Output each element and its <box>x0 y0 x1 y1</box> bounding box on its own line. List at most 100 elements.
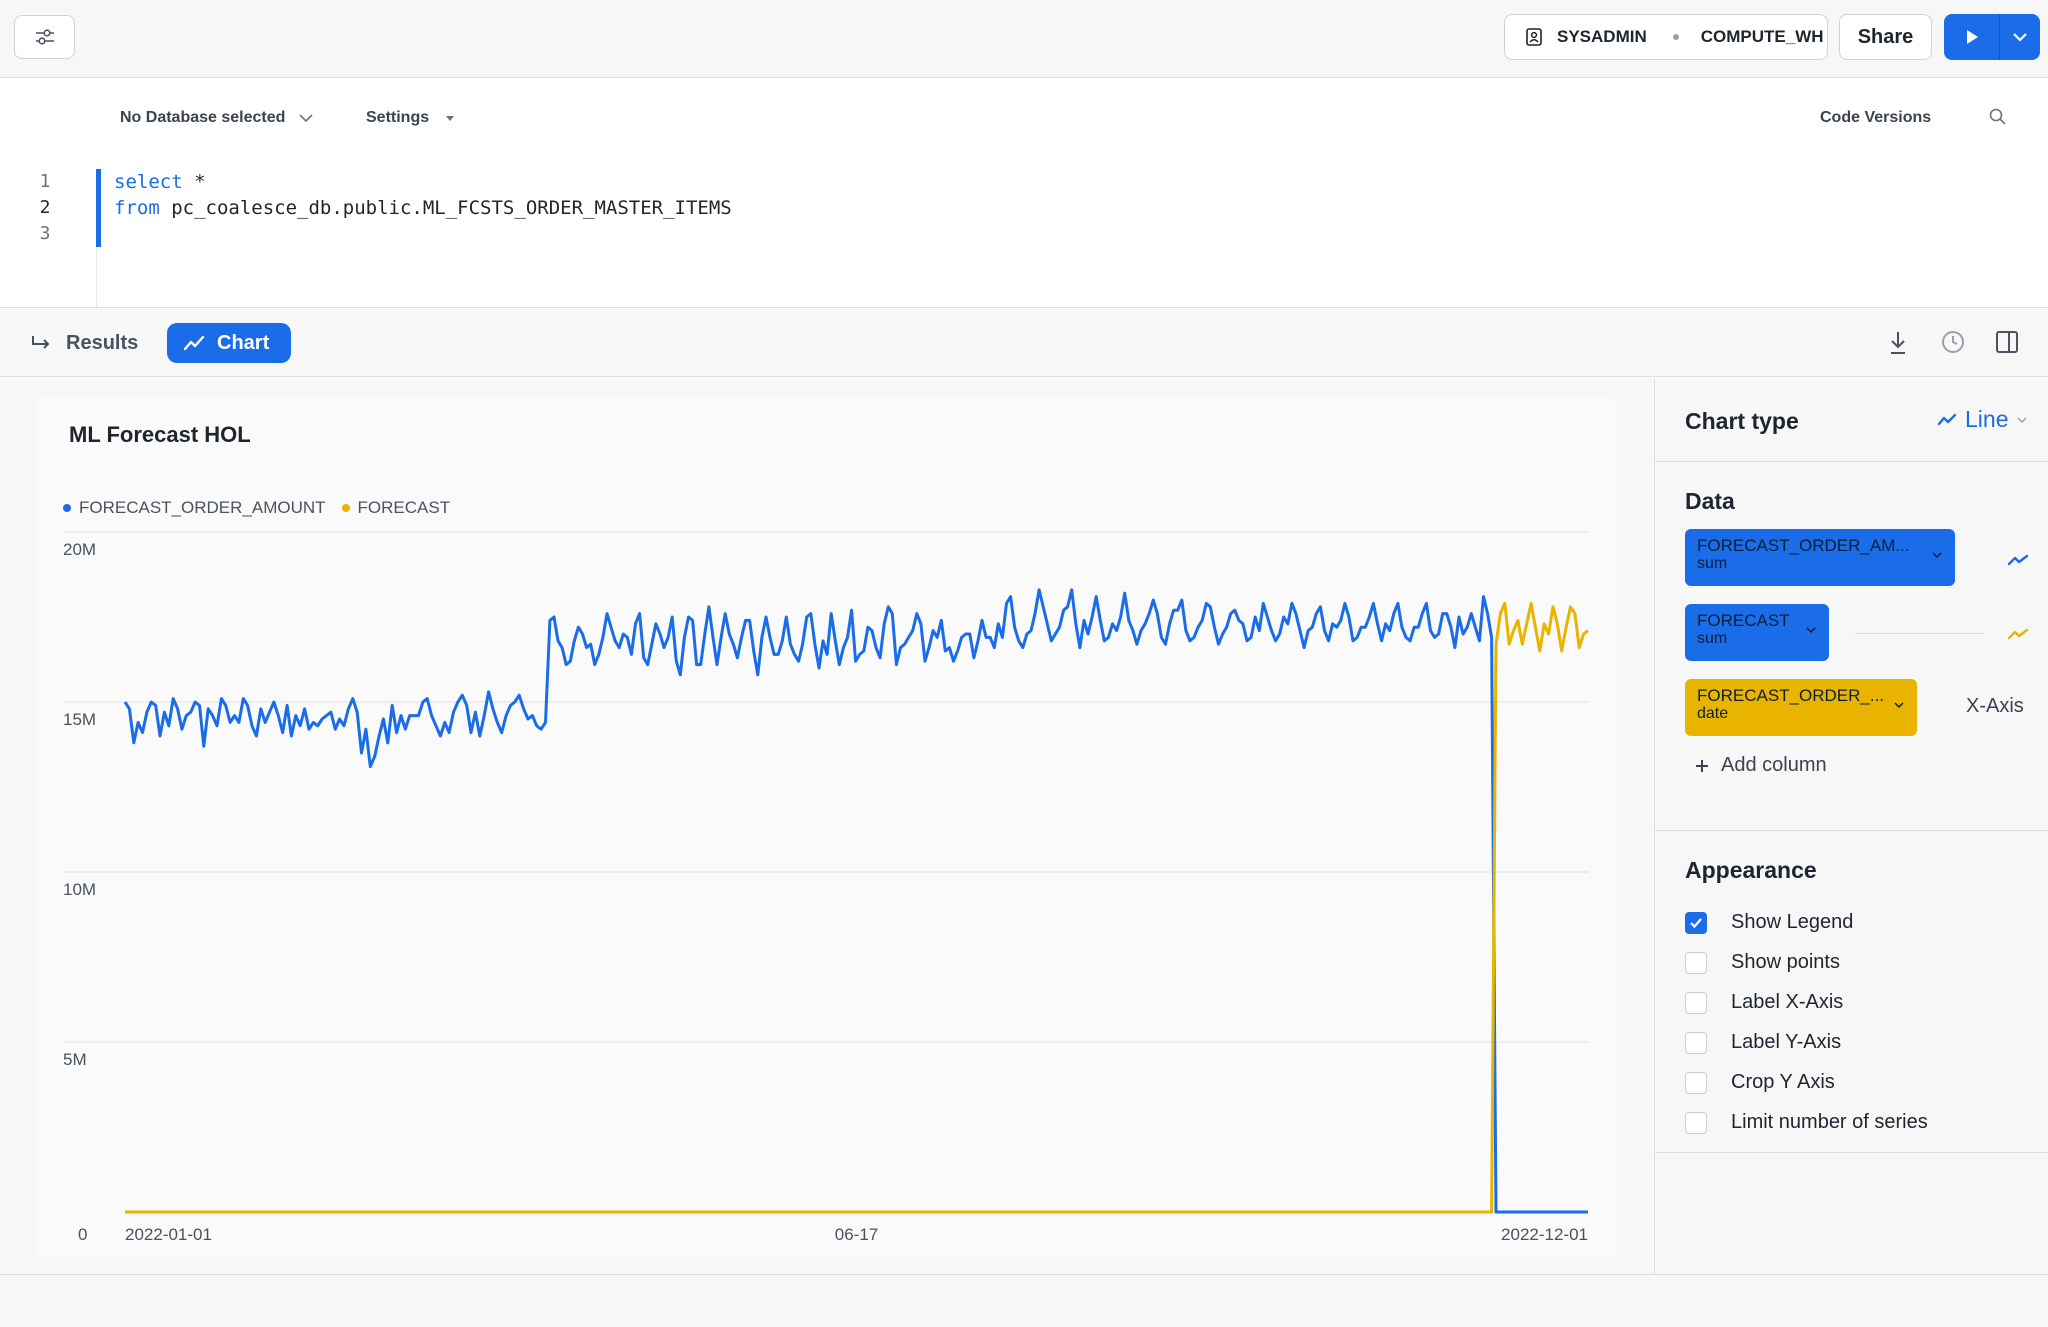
option-show-legend[interactable]: Show Legend <box>1685 911 1853 934</box>
active-block-marker <box>96 169 101 247</box>
option-label: Label X-Axis <box>1731 991 1844 1013</box>
legend-swatch <box>63 504 71 512</box>
checkbox[interactable] <box>1685 1031 1707 1054</box>
add-column-label: Add column <box>1721 754 1827 776</box>
tab-results[interactable]: Results <box>30 323 138 363</box>
code-versions-button[interactable]: Code Versions <box>1820 109 1932 126</box>
column-aggregation: sum <box>1697 630 1728 647</box>
share-button[interactable]: Share <box>1839 14 1932 60</box>
column-pill-forecast[interactable]: FORECAST sum <box>1685 604 1829 661</box>
option-label: Limit number of series <box>1731 1111 1928 1133</box>
y-tick-label: 20M <box>63 540 96 559</box>
run-options-button[interactable] <box>2000 14 2040 60</box>
chevron-down-icon <box>2013 33 2027 42</box>
column-aggregation: date <box>1697 705 1729 722</box>
search-icon[interactable] <box>1988 107 2008 127</box>
option-crop-y-axis[interactable]: Crop Y Axis <box>1685 1071 1835 1094</box>
x-tick-label: 06-17 <box>835 1225 878 1244</box>
results-tabs-bar: Results Chart <box>0 309 2048 377</box>
option-label: Show points <box>1731 951 1840 973</box>
sql-editor[interactable]: 1 2 3 select * from pc_coalesce_db.publi… <box>0 161 2048 308</box>
chart-settings-panel: Chart type Line Data FORECAST_ORDER_AM..… <box>1654 378 2048 1274</box>
run-button[interactable] <box>1944 14 2000 60</box>
y-tick-label: 15M <box>63 710 96 729</box>
line-chart-icon <box>183 335 205 351</box>
line-chart-icon <box>1937 413 1957 425</box>
chart-title: ML Forecast HOL <box>69 422 251 447</box>
top-toolbar: SYSADMIN COMPUTE_WH Share <box>0 0 2048 78</box>
chevron-down-icon <box>1932 552 1942 559</box>
checkbox[interactable] <box>1685 991 1707 1014</box>
legend-item-forecast-order-amount[interactable]: FORECAST_ORDER_AMOUNT <box>63 498 326 518</box>
split-panel-icon[interactable] <box>1994 329 2020 355</box>
database-selector[interactable]: No Database selected <box>120 109 313 127</box>
database-selector-label: No Database selected <box>120 109 286 126</box>
option-label-x-axis[interactable]: Label X-Axis <box>1685 991 1843 1014</box>
run-button-group <box>1944 14 2040 60</box>
gutter-divider <box>96 247 97 307</box>
chevron-down-icon <box>2017 416 2028 423</box>
checkbox[interactable] <box>1685 911 1707 934</box>
column-pill-forecast-order-amount[interactable]: FORECAST_ORDER_AM... sum <box>1685 529 1955 586</box>
code-line: from pc_coalesce_db.public.ML_FCSTS_ORDE… <box>114 197 732 219</box>
tab-chart-label: Chart <box>217 331 270 354</box>
chevron-down-icon <box>1806 627 1816 634</box>
sql-keyword: from <box>114 197 160 219</box>
add-column-button[interactable]: Add column <box>1695 754 1827 777</box>
legend-label: FORECAST_ORDER_AMOUNT <box>79 498 326 517</box>
code-line: select * <box>114 171 206 193</box>
checkbox[interactable] <box>1685 951 1707 974</box>
checkmark-icon <box>1690 917 1702 928</box>
data-heading: Data <box>1685 488 1735 514</box>
column-name: FORECAST <box>1697 611 1790 630</box>
chart-type-dropdown[interactable]: Line <box>1937 406 2028 433</box>
line-number: 3 <box>39 223 51 244</box>
sql-keyword: select <box>114 171 183 193</box>
data-section: Data FORECAST_ORDER_AM... sum FORECAST s… <box>1655 462 2048 831</box>
tab-chart[interactable]: Chart <box>167 323 291 363</box>
option-show-points[interactable]: Show points <box>1685 951 1840 974</box>
option-label-y-axis[interactable]: Label Y-Axis <box>1685 1031 1841 1054</box>
checkbox[interactable] <box>1685 1111 1707 1134</box>
role-warehouse-selector[interactable]: SYSADMIN COMPUTE_WH <box>1504 14 1828 60</box>
chart-type-value: Line <box>1965 406 2009 432</box>
checkbox[interactable] <box>1685 1071 1707 1094</box>
series-line-icon[interactable] <box>2007 628 2029 642</box>
option-label: Crop Y Axis <box>1731 1071 1835 1093</box>
play-icon <box>1966 30 1978 44</box>
status-bar <box>0 1274 2048 1327</box>
legend-item-forecast[interactable]: FORECAST <box>341 498 450 518</box>
x-tick-label: 2022-01-01 <box>125 1225 212 1244</box>
settings-label: Settings <box>366 109 430 126</box>
series-line-forecast <box>125 601 1589 1214</box>
settings-dropdown[interactable]: Settings <box>366 109 455 127</box>
line-number: 1 <box>39 171 51 192</box>
column-name: FORECAST_ORDER_... <box>1697 686 1885 705</box>
tab-results-label: Results <box>66 331 139 354</box>
download-icon[interactable] <box>1886 329 1910 357</box>
series-line-icon[interactable] <box>2007 554 2029 568</box>
arrow-turn-icon <box>32 336 50 349</box>
sliders-icon <box>35 29 54 45</box>
y-tick-label: 0 <box>78 1225 87 1244</box>
history-icon[interactable] <box>1940 329 1966 355</box>
appearance-section: Appearance Show Legend Show points Label… <box>1655 831 2048 1153</box>
chart-panel: ML Forecast HOL FORECAST_ORDER_AMOUNT FO… <box>35 398 1615 1256</box>
chevron-down-icon <box>1894 702 1904 709</box>
caret-down-icon <box>446 115 455 121</box>
column-aggregation: sum <box>1697 555 1728 572</box>
series-line-forecast-order-amount <box>123 588 1588 1214</box>
editor-toolbar: No Database selected Settings Code Versi… <box>0 79 2048 161</box>
filter-button[interactable] <box>14 15 75 59</box>
results-content: ML Forecast HOL FORECAST_ORDER_AMOUNT FO… <box>0 378 2048 1274</box>
chart-legend: FORECAST_ORDER_AMOUNT FORECAST <box>63 498 450 518</box>
column-pill-forecast-order-date[interactable]: FORECAST_ORDER_... date <box>1685 679 1917 736</box>
chart-type-heading: Chart type <box>1685 408 1799 434</box>
role-name: SYSADMIN <box>1557 27 1647 46</box>
chart-type-section: Chart type Line <box>1655 378 2048 462</box>
option-label: Show Legend <box>1731 911 1854 933</box>
option-limit-series[interactable]: Limit number of series <box>1685 1111 1928 1134</box>
y-tick-label: 5M <box>63 1050 87 1069</box>
warehouse-name: COMPUTE_WH <box>1700 27 1824 46</box>
line-chart[interactable]: 0 5M 10M 15M 20M 2022-01-01 06-17 2022-12-01 <box>35 398 1615 1256</box>
